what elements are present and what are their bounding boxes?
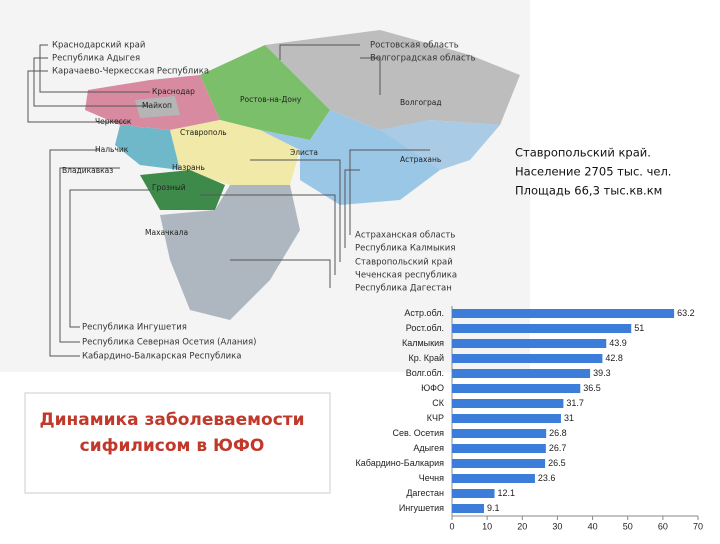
bar [452,309,675,318]
region-stavropol [170,120,300,185]
region-label: Чеченская республика [355,271,457,281]
city-label: Волгоград [400,98,442,107]
region-dagestan [160,185,300,320]
y-tick-label: Ингушетия [399,503,444,513]
y-tick-label: Сев. Осетия [392,428,444,438]
city-label: Майкоп [142,101,172,110]
region-rostov [200,45,330,140]
value-label: 9.1 [487,503,500,513]
x-tick-label: 40 [588,521,598,531]
region-label: Республика Калмыкия [355,244,455,254]
region-label: Астраханская область [355,231,455,241]
y-tick-label: Кабардино-Балкария [356,458,445,468]
value-label: 26.8 [549,428,567,438]
value-label: 51 [634,323,644,333]
bar [452,369,591,378]
info-line: Население 2705 тыс. чел. [515,165,671,179]
y-tick-label: СК [432,398,444,408]
bar [452,354,603,363]
y-tick-label: Волг.обл. [406,368,444,378]
y-tick-label: Калмыкия [402,338,444,348]
y-tick-label: Чечня [419,473,444,483]
x-tick-label: 60 [658,521,668,531]
city-label: Элиста [290,148,318,157]
value-label: 36.5 [583,383,601,393]
region-label: Ставропольский край [355,258,453,268]
y-tick-label: Астр.обл. [404,308,444,318]
city-label: Ставрополь [180,128,227,137]
bar [452,504,484,513]
value-label: 31.7 [566,398,584,408]
city-label: Назрань [172,163,205,172]
region-label: Республика Ингушетия [82,323,187,333]
region-label: Кабардино-Балкарская Республика [82,352,242,362]
region-volgograd [265,30,520,130]
region-label: Карачаево-Черкесская Республика [52,67,209,77]
bar [452,444,546,453]
bar [452,414,561,423]
region-label: Республика Северная Осетия (Алания) [82,338,256,348]
value-label: 12.1 [498,488,516,498]
city-label: Краснодар [152,87,195,96]
heading-line: сифилисом в ЮФО [80,436,265,456]
city-label: Черкесск [95,117,132,126]
y-tick-label: Кр. Край [408,353,444,363]
value-label: 23.6 [538,473,556,483]
city-label: Грозный [152,183,186,192]
region-labels: Краснодарский край Республика Адыгея Кар… [52,41,476,362]
callout-lines [27,44,430,357]
region-adygea [135,96,180,118]
info: Ставропольский край. Население 2705 тыс.… [515,146,671,198]
heading-box [24,392,331,494]
bar [452,384,581,393]
region-label: Волгоградская область [370,54,476,64]
x-tick-label: 10 [482,521,492,531]
region-astrakhan [380,120,500,170]
bar [452,489,495,498]
bar [452,459,546,468]
y-tick-label: КЧР [427,413,444,423]
x-tick-label: 50 [623,521,633,531]
y-tick-label: Адыгея [413,443,444,453]
city-label: Ростов-на-Дону [240,95,302,104]
value-label: 43.9 [609,338,627,348]
y-tick-label: ЮФО [421,383,444,393]
city-label: Владикавказ [62,166,113,175]
x-tick-label: 0 [449,521,454,531]
value-label: 26.5 [548,458,566,468]
city-labels: Краснодар Майкоп Ростов-на-Дону Волгогра… [62,87,442,237]
value-label: 26.7 [549,443,567,453]
region-kbr [115,125,180,170]
region-label: Ростовская область [370,41,459,51]
info-line: Площадь 66,3 тыс.кв.км [515,184,662,198]
bar [452,339,607,348]
x-tick-label: 70 [693,521,703,531]
region-chechnya [140,170,225,210]
bar [452,399,564,408]
city-label: Махачкала [145,228,188,237]
x-tick-label: 30 [552,521,562,531]
region-label: Республика Адыгея [52,54,140,64]
value-label: 63.2 [677,308,695,318]
y-tick-label: Рост.обл. [406,323,444,333]
bar [452,324,632,333]
city-label: Нальчик [95,145,129,154]
value-label: 39.3 [593,368,611,378]
city-label: Астрахань [400,155,441,164]
bar [452,429,547,438]
value-label: 42.8 [605,353,623,363]
bar [452,474,535,483]
x-tick-label: 20 [517,521,527,531]
region-label: Краснодарский край [52,41,145,51]
region-label: Республика Дагестан [355,284,452,294]
y-tick-label: Дагестан [406,488,444,498]
heading-line: Динамика заболеваемости [39,410,304,430]
value-label: 31 [564,413,574,423]
info-line: Ставропольский край. [515,146,651,160]
